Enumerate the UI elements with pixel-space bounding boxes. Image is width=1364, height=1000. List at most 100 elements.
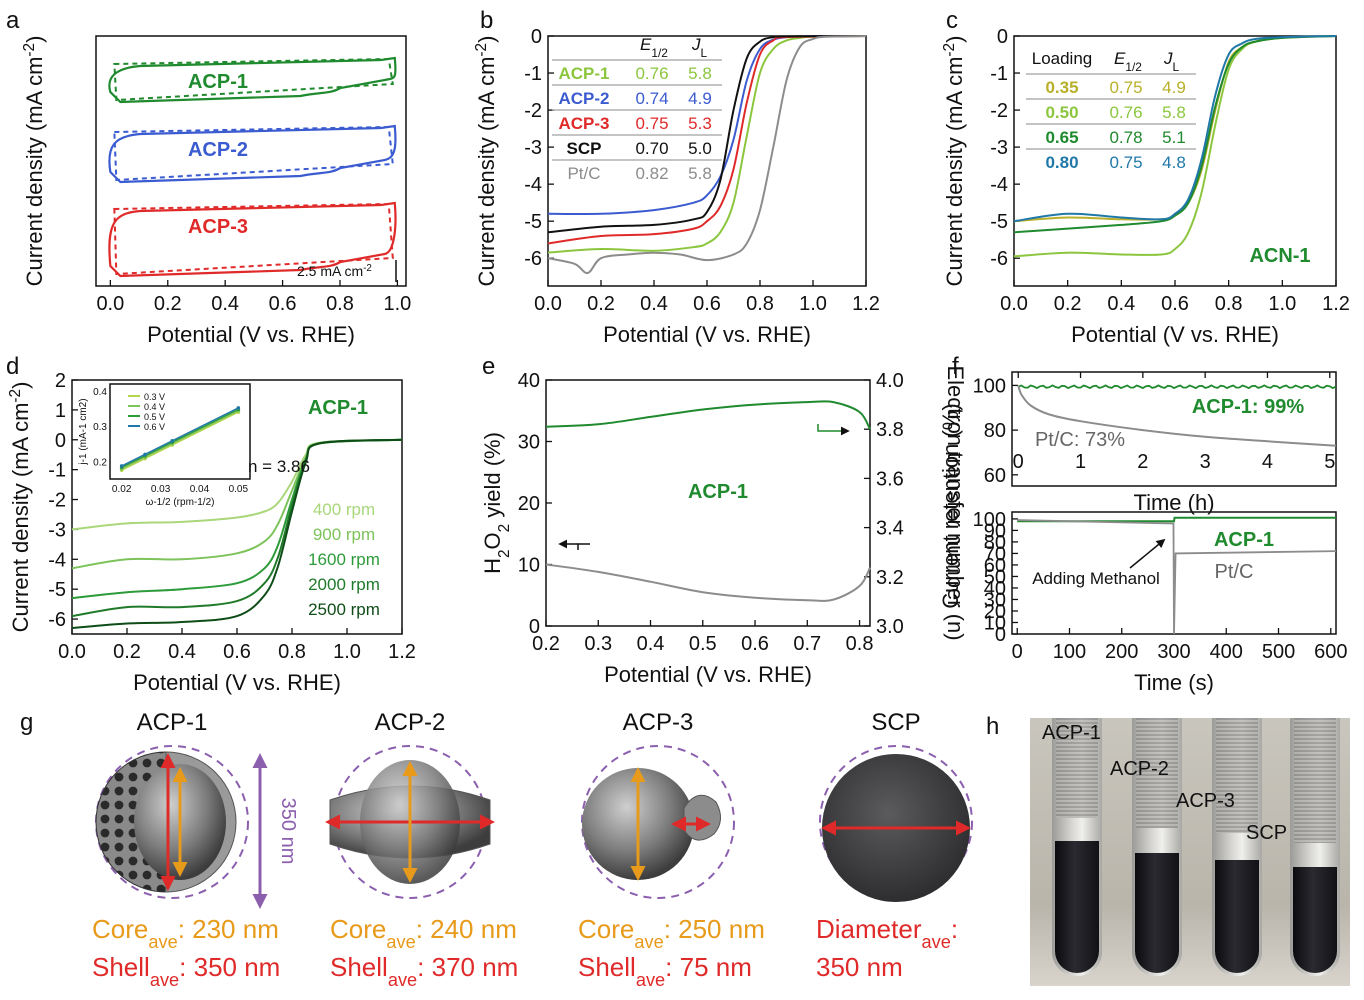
panel-e-y2-label-4: 3.2 bbox=[876, 567, 904, 589]
panel-d-inset-fit-2 bbox=[121, 408, 239, 469]
panel-b-series-0 bbox=[547, 35, 867, 254]
panel-d-inset-legend-3: 0.6 V bbox=[144, 422, 165, 432]
panel-b-table-j-1: 4.9 bbox=[688, 89, 712, 108]
panel-e-y1-label-1: 30 bbox=[518, 432, 540, 454]
panel-a-ylabel: Current density (mA cm-2) bbox=[21, 36, 48, 287]
panel-c-table-h1: E1/2 bbox=[1114, 49, 1142, 74]
panel-b-x-label-1: 0.2 bbox=[587, 293, 615, 315]
panel-e-x-label-4: 0.6 bbox=[741, 633, 769, 655]
panel-d-y-label-8: -6 bbox=[48, 609, 66, 631]
panel-letter-c: c bbox=[946, 7, 958, 34]
panel-a-xlabel: Potential (V vs. RHE) bbox=[147, 322, 355, 347]
panel-e-sample-label: ACP-1 bbox=[688, 481, 748, 503]
panel-b-table-e-2: 0.75 bbox=[635, 114, 668, 133]
panel-e-y1-label-2: 20 bbox=[518, 493, 540, 515]
panel-d-inset-xaxis: ω-1/2 (rpm-1/2) bbox=[146, 497, 215, 508]
panel-d-x-label-2: 0.4 bbox=[168, 641, 196, 663]
panel-c-table-j-0: 4.9 bbox=[1162, 78, 1186, 97]
panel-a-series-label-1: ACP-2 bbox=[188, 139, 248, 161]
panel-f-top-y-label-2: 60 bbox=[984, 465, 1006, 487]
panel-d-x-label-6: 1.2 bbox=[388, 641, 416, 663]
panel-c-x-label-4: 0.8 bbox=[1215, 293, 1243, 315]
panel-d-inset-legend-2: 0.5 V bbox=[144, 412, 165, 422]
panel-f-top-xlabel-3: 3 bbox=[1200, 451, 1211, 473]
panel-e-x-label-3: 0.5 bbox=[689, 633, 717, 655]
panel-e-x-label-2: 0.4 bbox=[637, 633, 665, 655]
panel-letter-f: f bbox=[952, 353, 959, 380]
panel-d-x-label-5: 1.0 bbox=[333, 641, 361, 663]
panel-d-inset-xlabel-1: 0.03 bbox=[151, 484, 171, 495]
panel-f-bottom-y-label-5: 50 bbox=[984, 566, 1006, 588]
panel-f-bottom-x-label-3: 300 bbox=[1157, 641, 1190, 663]
panel-d-y-label-0: 2 bbox=[55, 370, 66, 392]
panel-b-series-3 bbox=[547, 35, 867, 234]
panel-letter-h: h bbox=[986, 713, 999, 740]
panel-b-table-j-4: 5.8 bbox=[688, 164, 712, 183]
panel-d-inset-legend-0: 0.3 V bbox=[144, 392, 165, 402]
panel-b-x-label-3: 0.6 bbox=[693, 293, 721, 315]
panel-e-y2label: Electron transfer number (n) bbox=[943, 365, 968, 640]
panel-f-bottom-y-label-4: 60 bbox=[984, 555, 1006, 577]
panel-g-scale-label: 350 nm bbox=[277, 798, 299, 865]
panel-b-table-name-0: ACP-1 bbox=[558, 64, 609, 83]
panel-g-title-2: ACP-3 bbox=[623, 709, 694, 736]
panel-a-x-label-1: 0.2 bbox=[154, 293, 182, 315]
panel-e-y1label: H2O2 yield (%) bbox=[480, 432, 513, 574]
panel-c-xlabel: Potential (V vs. RHE) bbox=[1071, 322, 1279, 347]
panel-f-bottom-x-label-0: 0 bbox=[1012, 641, 1023, 663]
panel-f-top-ptc-label: Pt/C: 73% bbox=[1035, 429, 1125, 451]
panel-f-top-xlabel-4: 4 bbox=[1262, 451, 1273, 473]
panel-e-x-label-0: 0.2 bbox=[532, 633, 560, 655]
panel-g-line1-3: Diameterave: bbox=[816, 914, 958, 952]
panel-g-line1-0: Coreave: 230 nm bbox=[92, 914, 279, 952]
panel-a-cv-dashed-0 bbox=[113, 57, 394, 102]
panel-c-table-load-1: 0.50 bbox=[1045, 103, 1078, 122]
panel-b-y-label-4: -4 bbox=[524, 174, 542, 196]
panel-b-y-label-2: -2 bbox=[524, 100, 542, 122]
panel-g-acp3-shell-bud bbox=[683, 794, 721, 841]
panel-c-table-e-1: 0.76 bbox=[1109, 103, 1142, 122]
panel-e-y2-label-3: 3.4 bbox=[876, 518, 904, 540]
panel-e-y2-label-0: 4.0 bbox=[876, 370, 904, 392]
panel-d-inset-ylabel-2: 0.2 bbox=[93, 457, 107, 468]
panel-c-y-label-1: -1 bbox=[990, 63, 1008, 85]
panel-b-table-e-4: 0.82 bbox=[635, 164, 668, 183]
panel-d-x-label-0: 0.0 bbox=[58, 641, 86, 663]
panel-d-inset-fit-0 bbox=[121, 411, 239, 471]
panel-d-inset-fit-3 bbox=[121, 407, 239, 467]
panel-letter-b: b bbox=[480, 7, 493, 34]
panel-e-frame bbox=[545, 379, 871, 627]
panel-d-y-label-6: -4 bbox=[48, 549, 66, 571]
panel-b-x-label-6: 1.2 bbox=[852, 293, 880, 315]
panel-b-y-label-5: -5 bbox=[524, 211, 542, 233]
panel-g-line1-1: Coreave: 240 nm bbox=[330, 914, 517, 952]
panel-c-y-label-4: -4 bbox=[990, 174, 1008, 196]
panel-b-x-label-2: 0.4 bbox=[640, 293, 668, 315]
panel-d-x-label-1: 0.2 bbox=[113, 641, 141, 663]
panel-c-series-3 bbox=[1013, 35, 1337, 223]
panel-d-inset-ylabel-0: 0.4 bbox=[93, 387, 107, 398]
tube-acp-3 bbox=[1212, 718, 1262, 976]
panel-c-x-label-5: 1.0 bbox=[1268, 293, 1296, 315]
panel-b-series-4 bbox=[547, 35, 867, 275]
panel-a-x-label-2: 0.4 bbox=[211, 293, 239, 315]
panel-b-x-label-4: 0.8 bbox=[746, 293, 774, 315]
panel-d-inset-n: n = 3.86 bbox=[248, 457, 310, 476]
panel-e-arrow-right-stub bbox=[817, 424, 830, 432]
panel-e-h2o2-line bbox=[545, 563, 871, 602]
panel-e-y2-label-1: 3.8 bbox=[876, 419, 904, 441]
panel-f-bottom-x-label-6: 600 bbox=[1314, 641, 1347, 663]
panel-f-bottom-y-label-3: 70 bbox=[984, 543, 1006, 565]
panel-b-y-label-6: -6 bbox=[524, 248, 542, 270]
panel-d-series-label-1: 900 rpm bbox=[313, 525, 375, 544]
panel-d-inset-ylabel-1: 0.3 bbox=[93, 422, 107, 433]
panel-b-table-e-1: 0.74 bbox=[635, 89, 668, 108]
panel-d-inset-xlabel-3: 0.05 bbox=[229, 484, 249, 495]
panel-g-title-1: ACP-2 bbox=[375, 709, 446, 736]
panel-e-y1-label-0: 40 bbox=[518, 370, 540, 392]
panel-a-series-label-0: ACP-1 bbox=[188, 71, 248, 93]
panel-letter-d: d bbox=[6, 353, 19, 380]
panel-c-y-label-5: -5 bbox=[990, 211, 1008, 233]
panel-g-title-0: ACP-1 bbox=[137, 709, 208, 736]
tubes-photo: ACP-1 ACP-2 ACP-3 SCP bbox=[1030, 718, 1350, 986]
